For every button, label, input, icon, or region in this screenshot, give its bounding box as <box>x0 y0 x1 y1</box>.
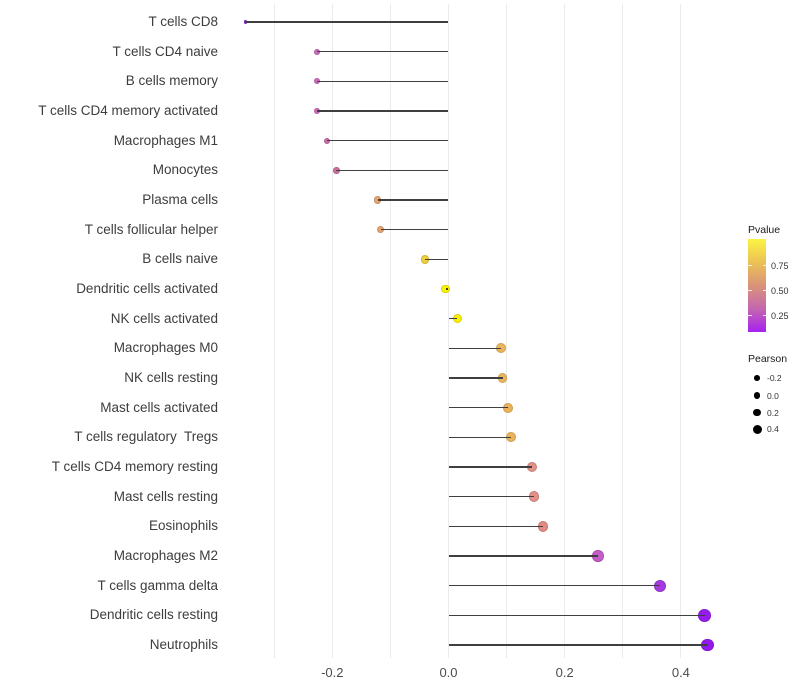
colorbar-tick-mark <box>748 264 752 267</box>
row-label: NK cells resting <box>124 370 218 385</box>
pearson-legend-dot <box>752 424 762 434</box>
lollipop-dot <box>313 48 320 55</box>
row-label: Macrophages M2 <box>113 548 218 563</box>
row-label: B cells memory <box>125 73 218 89</box>
row-label: T cells CD4 memory activated <box>38 103 218 118</box>
lollipop-stem <box>448 436 512 439</box>
x-axis-tick-label: 0.2 <box>555 665 574 680</box>
lollipop-dot <box>537 521 549 532</box>
lollipop-stem <box>316 50 449 53</box>
lollipop-dot <box>323 137 331 144</box>
row-label: T cells gamma delta <box>97 577 218 593</box>
lollipop-stem <box>317 110 449 112</box>
row-label: T cells CD8 <box>148 14 218 29</box>
lollipop-dot <box>376 225 385 234</box>
colorbar-tick-label: 0.25 <box>771 310 789 321</box>
colorbar-tick-mark <box>748 314 752 317</box>
legend-pvalue-title: Pvalue <box>748 224 781 236</box>
row-label: Dendritic cells resting <box>89 607 218 623</box>
row-label: Plasma cells <box>142 192 218 207</box>
pearson-legend-dot <box>753 392 761 399</box>
lollipop-dot <box>503 402 514 413</box>
lollipop-stem <box>377 199 449 201</box>
lollipop-stem <box>448 555 598 557</box>
row-label: Monocytes <box>152 162 218 178</box>
row-label: Mast cells activated <box>100 399 218 415</box>
pearson-legend-label: 0.2 <box>767 407 779 418</box>
row-label: T cells CD4 memory resting <box>51 459 218 474</box>
colorbar-tick-label: 0.50 <box>771 285 789 296</box>
gridline-x <box>506 4 508 658</box>
lollipop-stem <box>448 525 544 528</box>
lollipop-dot <box>441 284 451 294</box>
gridline-x <box>331 4 333 658</box>
lollipop-dot <box>653 579 667 592</box>
lollipop-stem <box>448 584 660 587</box>
colorbar-tick-mark <box>762 289 766 292</box>
row-label: B cells naive <box>142 251 218 267</box>
colorbar-tick-label: 0.75 <box>771 260 789 271</box>
row-label: Macrophages M1 <box>113 132 218 148</box>
legend-pearson-title: Pearson <box>748 353 788 365</box>
gridline-x <box>389 4 391 658</box>
row-label: T cells follicular helper <box>84 221 218 237</box>
gridline-x <box>680 4 682 658</box>
lollipop-stem <box>448 377 503 379</box>
row-label: Eosinophils <box>148 518 218 534</box>
x-axis-tick-label: 0.4 <box>671 665 690 680</box>
row-label: Macrophages M0 <box>113 340 218 356</box>
lollipop-stem <box>448 317 458 320</box>
colorbar-tick-mark <box>762 264 766 267</box>
lollipop-stem <box>448 466 533 468</box>
lollipop-dot <box>506 432 517 443</box>
lollipop-stem <box>380 228 449 231</box>
lollipop-dot <box>333 167 340 174</box>
lollipop-stem <box>448 644 708 646</box>
lollipop-dot <box>701 638 715 652</box>
lollipop-stem <box>425 258 449 261</box>
row-label: Neutrophils <box>149 637 218 652</box>
pvalue-colorbar <box>748 239 766 332</box>
gridline-x <box>622 4 624 658</box>
lollipop-dot <box>314 78 321 85</box>
gridline-x <box>448 4 449 658</box>
x-axis-tick-label: -0.2 <box>321 665 344 680</box>
pearson-legend-label: 0.0 <box>767 390 779 401</box>
row-label: T cells CD4 naive <box>112 43 218 59</box>
row-label: Mast cells resting <box>113 488 218 504</box>
lollipop-stem <box>327 139 449 142</box>
lollipop-stem <box>445 288 449 290</box>
lollipop-stem <box>448 495 534 498</box>
colorbar-tick-mark <box>748 289 752 292</box>
x-axis-tick-label: 0.0 <box>439 665 458 680</box>
pearson-legend-label: 0.4 <box>767 424 779 434</box>
lollipop-stem <box>317 80 449 83</box>
lollipop-stem <box>336 169 449 172</box>
row-label: T cells regulatory Tregs <box>74 429 218 445</box>
gridline-x <box>273 4 275 658</box>
lollipop-stem <box>448 406 509 409</box>
pearson-legend-label: -0.2 <box>767 373 782 383</box>
lollipop-stem <box>448 614 705 617</box>
lollipop-stem <box>245 21 449 23</box>
row-label: NK cells activated <box>110 310 218 326</box>
pearson-legend-dot <box>753 408 761 417</box>
colorbar-tick-mark <box>762 314 766 317</box>
pearson-legend-dot <box>754 375 760 381</box>
row-label: Dendritic cells activated <box>76 281 218 296</box>
lollipop-dot <box>495 343 506 354</box>
lollipop-stem <box>448 347 501 350</box>
lollipop-dot <box>314 108 321 114</box>
lollipop-dot <box>497 373 508 383</box>
gridline-x <box>564 4 566 658</box>
